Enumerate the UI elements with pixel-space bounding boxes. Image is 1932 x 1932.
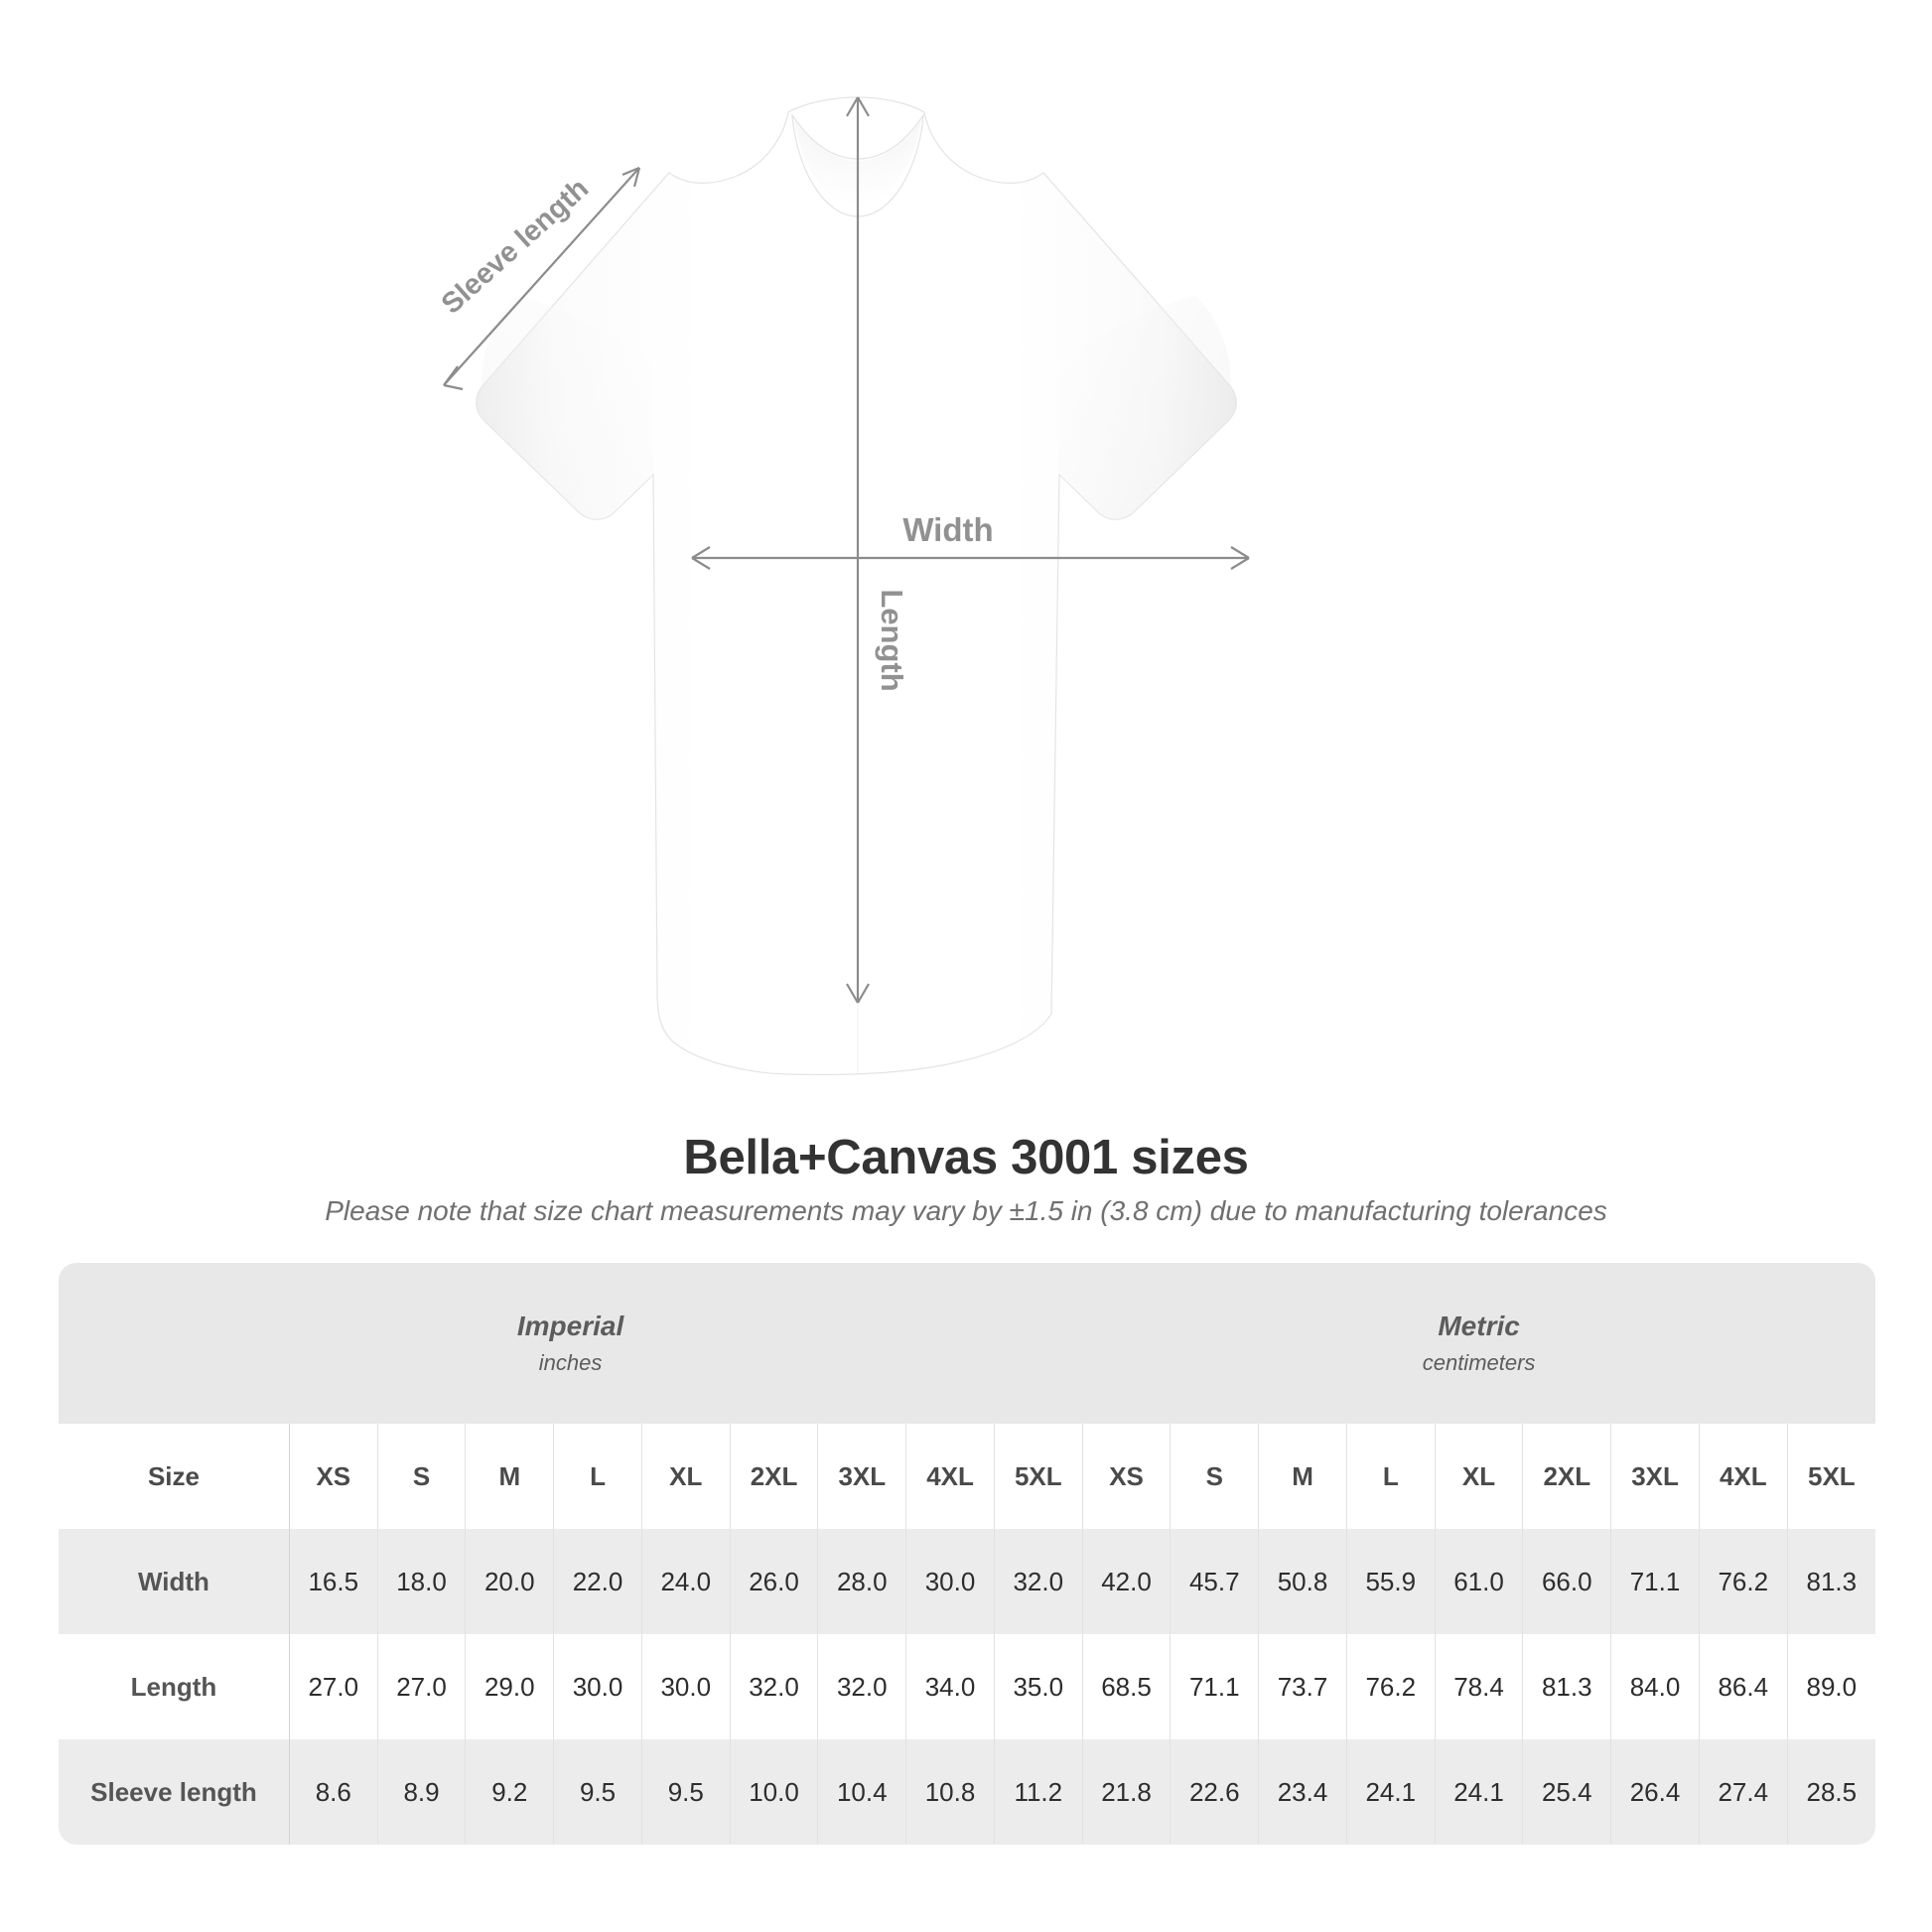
svg-text:Width: Width [902,511,993,548]
svg-text:Length: Length [875,589,909,691]
